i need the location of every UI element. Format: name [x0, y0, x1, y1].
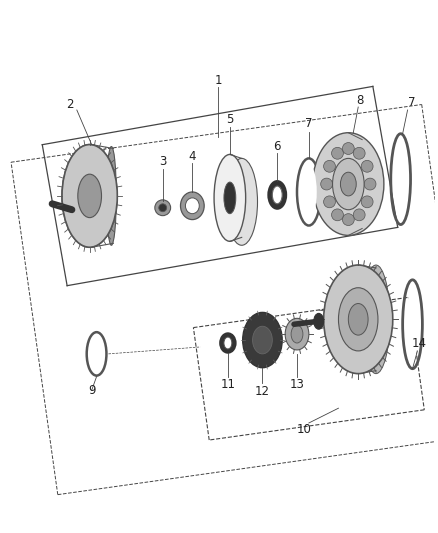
Text: 6: 6	[273, 140, 281, 153]
Ellipse shape	[214, 155, 246, 241]
Ellipse shape	[361, 160, 373, 172]
Ellipse shape	[343, 214, 354, 225]
Text: 12: 12	[255, 385, 270, 398]
Text: 4: 4	[189, 150, 196, 163]
Ellipse shape	[313, 133, 384, 236]
Ellipse shape	[324, 160, 336, 172]
Ellipse shape	[332, 147, 343, 159]
Ellipse shape	[343, 143, 354, 155]
Ellipse shape	[353, 209, 365, 221]
Ellipse shape	[362, 265, 390, 374]
Text: 7: 7	[408, 95, 415, 109]
Ellipse shape	[91, 338, 102, 370]
Ellipse shape	[332, 158, 364, 209]
Ellipse shape	[224, 337, 232, 349]
Ellipse shape	[364, 178, 376, 190]
Ellipse shape	[272, 186, 282, 204]
Ellipse shape	[180, 192, 204, 220]
Ellipse shape	[348, 303, 368, 335]
Ellipse shape	[226, 158, 258, 245]
Ellipse shape	[340, 172, 356, 196]
Ellipse shape	[243, 312, 282, 368]
Text: 3: 3	[159, 155, 166, 168]
Ellipse shape	[62, 144, 117, 247]
Ellipse shape	[324, 196, 336, 208]
Ellipse shape	[361, 196, 373, 208]
Ellipse shape	[301, 164, 317, 220]
Text: 5: 5	[226, 114, 233, 126]
Ellipse shape	[291, 325, 303, 343]
Text: 8: 8	[357, 94, 364, 107]
Text: 7: 7	[305, 117, 313, 131]
Ellipse shape	[78, 174, 102, 217]
Ellipse shape	[406, 286, 418, 363]
Ellipse shape	[155, 200, 171, 216]
Ellipse shape	[353, 147, 365, 159]
Ellipse shape	[268, 181, 286, 209]
Text: 13: 13	[290, 378, 304, 391]
Ellipse shape	[321, 178, 332, 190]
Ellipse shape	[253, 326, 272, 354]
Text: 9: 9	[88, 384, 95, 397]
Ellipse shape	[224, 182, 236, 214]
Ellipse shape	[106, 147, 117, 245]
Ellipse shape	[314, 313, 324, 329]
Text: 2: 2	[66, 98, 74, 110]
Ellipse shape	[339, 288, 378, 351]
Ellipse shape	[285, 318, 309, 350]
Ellipse shape	[185, 198, 199, 214]
Ellipse shape	[220, 333, 236, 353]
Text: 11: 11	[220, 378, 235, 391]
Ellipse shape	[354, 139, 370, 230]
Ellipse shape	[324, 265, 393, 374]
Text: 1: 1	[214, 74, 222, 87]
Ellipse shape	[62, 144, 117, 247]
Ellipse shape	[332, 209, 343, 221]
Text: 10: 10	[297, 423, 311, 437]
Ellipse shape	[395, 140, 406, 219]
Ellipse shape	[159, 204, 167, 212]
Text: 14: 14	[412, 336, 427, 350]
